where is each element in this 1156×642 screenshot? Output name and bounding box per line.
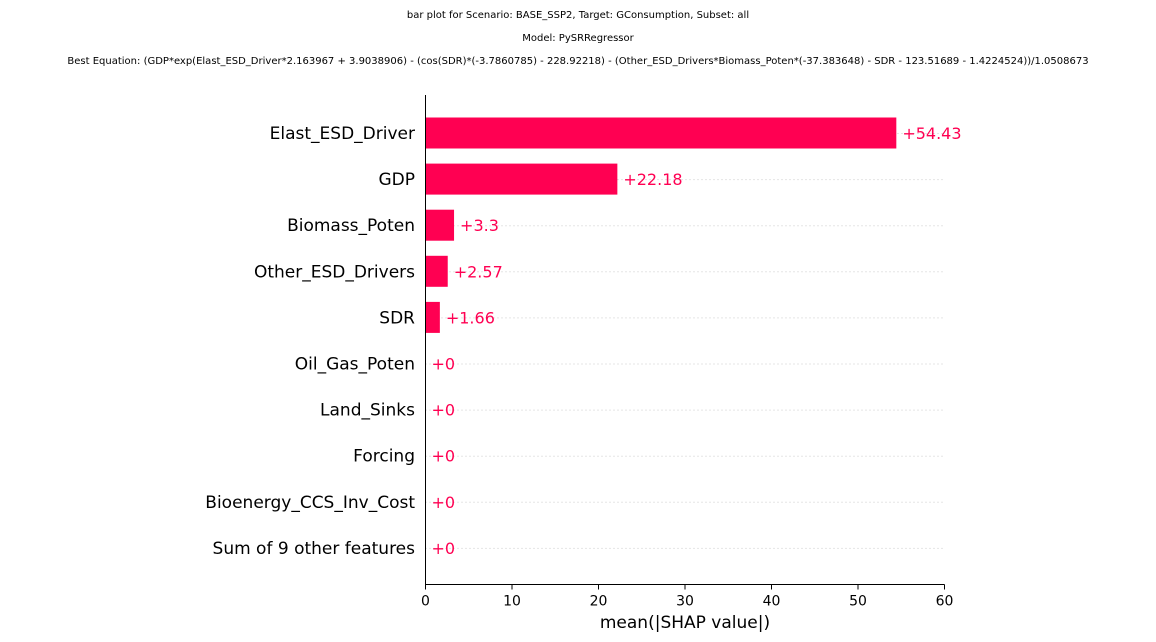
value-label: +0 (432, 539, 456, 558)
category-label: GDP (378, 170, 415, 190)
bar-sdr (425, 301, 440, 333)
category-label: Land_Sinks (320, 401, 415, 421)
category-label: Biomass_Poten (287, 216, 415, 236)
value-label: +1.66 (446, 308, 495, 327)
value-label: +22.18 (623, 170, 682, 189)
category-label: Elast_ESD_Driver (270, 124, 415, 144)
value-label: +0 (432, 493, 456, 512)
chart-title: bar plot for Scenario: BASE_SSP2, Target… (406, 10, 750, 21)
value-label: +0 (432, 447, 456, 466)
bar-elast-esd-driver (425, 117, 897, 149)
x-tick-label: 20 (590, 594, 608, 610)
x-axis-label: mean(|SHAP value|) (600, 613, 770, 633)
category-label: Oil_Gas_Poten (295, 355, 415, 375)
x-tick-label: 60 (936, 594, 954, 610)
value-label: +54.43 (902, 124, 961, 143)
category-label: Sum of 9 other features (213, 539, 416, 559)
value-label: +0 (432, 355, 456, 374)
x-tick-label: 10 (503, 594, 521, 610)
x-tick-label: 50 (849, 594, 867, 610)
x-tick-label: 30 (676, 594, 694, 610)
value-label: +2.57 (454, 262, 503, 281)
value-label: +0 (432, 401, 456, 420)
bar-gdp (425, 163, 618, 195)
x-tick-label: 40 (763, 594, 781, 610)
category-label: Other_ESD_Drivers (254, 262, 415, 282)
category-label: Forcing (353, 447, 415, 467)
x-tick-label: 0 (421, 594, 430, 610)
chart-subtitle-model: Model: PySRRegressor (522, 33, 634, 44)
bar-other-esd-drivers (425, 255, 448, 287)
bar-biomass-poten (425, 209, 455, 241)
value-label: +3.3 (460, 216, 499, 235)
chart-subtitle-equation: Best Equation: (GDP*exp(Elast_ESD_Driver… (67, 56, 1089, 67)
category-label: SDR (379, 308, 415, 328)
category-label: Bioenergy_CCS_Inv_Cost (205, 493, 415, 513)
